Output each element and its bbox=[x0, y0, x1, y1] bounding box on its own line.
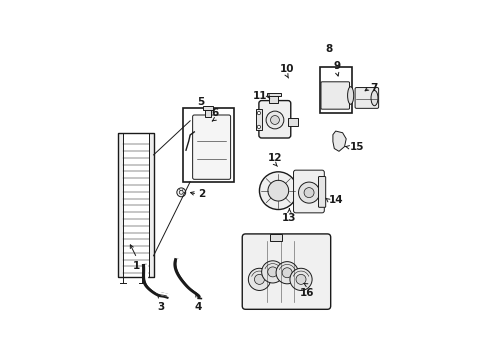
Text: 7: 7 bbox=[370, 82, 378, 93]
Bar bbox=[203, 107, 213, 110]
Circle shape bbox=[259, 172, 297, 210]
Circle shape bbox=[257, 111, 261, 115]
Bar bbox=[267, 93, 280, 96]
Circle shape bbox=[282, 268, 292, 278]
Text: 6: 6 bbox=[211, 108, 218, 118]
Circle shape bbox=[296, 274, 306, 284]
Text: 14: 14 bbox=[329, 195, 343, 205]
Text: 2: 2 bbox=[198, 189, 206, 199]
Bar bbox=[205, 110, 211, 117]
Bar bbox=[320, 67, 352, 113]
Text: 13: 13 bbox=[282, 213, 296, 223]
FancyBboxPatch shape bbox=[193, 115, 231, 179]
Bar bbox=[118, 133, 153, 278]
Text: 16: 16 bbox=[299, 288, 314, 298]
Text: 9: 9 bbox=[334, 61, 341, 71]
Text: 11: 11 bbox=[253, 91, 268, 102]
Text: 10: 10 bbox=[280, 64, 294, 74]
FancyBboxPatch shape bbox=[355, 87, 379, 108]
Text: 15: 15 bbox=[349, 142, 364, 152]
Text: 1: 1 bbox=[133, 261, 141, 271]
Circle shape bbox=[257, 125, 261, 129]
Text: 5: 5 bbox=[197, 97, 205, 107]
Text: 8: 8 bbox=[325, 44, 332, 54]
Circle shape bbox=[270, 116, 279, 125]
Circle shape bbox=[248, 268, 270, 291]
Bar bbox=[269, 96, 278, 103]
Text: 4: 4 bbox=[195, 302, 202, 311]
Bar bbox=[183, 108, 235, 182]
Bar bbox=[288, 118, 298, 126]
Circle shape bbox=[276, 262, 298, 284]
Circle shape bbox=[268, 180, 289, 201]
Circle shape bbox=[298, 182, 319, 203]
Ellipse shape bbox=[347, 87, 354, 104]
Bar bbox=[149, 133, 153, 278]
Bar bbox=[118, 133, 122, 278]
Ellipse shape bbox=[371, 90, 378, 106]
FancyBboxPatch shape bbox=[259, 100, 291, 138]
Circle shape bbox=[177, 188, 186, 197]
Circle shape bbox=[304, 188, 314, 198]
Bar bbox=[256, 109, 262, 130]
Polygon shape bbox=[333, 131, 346, 151]
Text: 12: 12 bbox=[268, 153, 283, 163]
Text: 3: 3 bbox=[157, 302, 165, 311]
Circle shape bbox=[290, 268, 312, 291]
FancyBboxPatch shape bbox=[318, 176, 326, 207]
FancyBboxPatch shape bbox=[294, 170, 324, 213]
Circle shape bbox=[268, 267, 278, 277]
Circle shape bbox=[262, 261, 284, 283]
FancyBboxPatch shape bbox=[321, 82, 349, 109]
Circle shape bbox=[266, 111, 284, 129]
Circle shape bbox=[254, 274, 265, 284]
FancyBboxPatch shape bbox=[242, 234, 331, 309]
Bar bbox=[270, 234, 282, 242]
